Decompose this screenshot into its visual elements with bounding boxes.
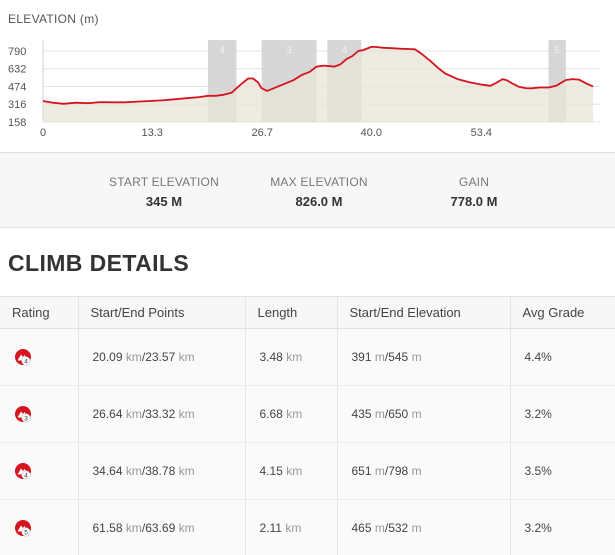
start-end-points-cell: 20.09 km/23.57 km (77, 328, 245, 386)
unit-label: km (286, 407, 303, 421)
x-tick-label: 40.0 (361, 127, 382, 139)
rating-cell: 4 (0, 328, 78, 386)
start-elevation-label: START ELEVATION (109, 175, 219, 189)
avg-grade-cell: 3.5% (509, 442, 615, 500)
climb-details-table: Rating Start/End Points Length Start/End… (0, 296, 615, 555)
climb-rating-icon: 4 (15, 349, 31, 366)
y-tick-label: 790 (8, 46, 26, 58)
y-tick-label: 632 (8, 64, 26, 76)
header-avg-grade[interactable]: Avg Grade (509, 296, 615, 329)
gain-stat: GAIN 778.0 M (394, 175, 554, 209)
unit-label: km (125, 350, 142, 364)
svg-text:4: 4 (24, 358, 28, 365)
climb-highlight-label: 5 (555, 45, 560, 55)
unit-label: km (285, 521, 302, 535)
unit-label: km (178, 521, 195, 535)
max-elevation-stat: MAX ELEVATION 826.0 M (239, 175, 399, 209)
gain-value: 778.0 M (450, 194, 498, 209)
start-end-points-cell: 61.58 km/63.69 km (77, 499, 245, 555)
unit-label: m (411, 464, 422, 478)
unit-label: m (374, 464, 385, 478)
unit-label: km (286, 464, 303, 478)
y-tick-label: 474 (8, 81, 26, 93)
table-row[interactable]: 3 26.64 km/33.32 km 6.68 km 435 m/650 m 3.2% (0, 385, 615, 443)
unit-label: m (411, 521, 422, 535)
rating-cell: 3 (0, 385, 78, 443)
start-end-elevation-cell: 651 m/798 m (336, 442, 510, 500)
climb-rating-icon: 4 (15, 463, 31, 480)
y-tick-label: 316 (8, 99, 26, 111)
avg-grade-cell: 3.2% (509, 385, 615, 443)
elevation-area (43, 46, 593, 122)
gain-label: GAIN (458, 175, 490, 189)
unit-label: m (411, 407, 422, 421)
elevation-line (42, 46, 594, 105)
svg-text:3: 3 (24, 415, 28, 422)
climb-highlight-label: 4 (342, 45, 347, 55)
avg-grade-cell: 4.4% (509, 328, 615, 386)
table-row[interactable]: 4 20.09 km/23.57 km 3.48 km 391 m/545 m 4.4% (0, 328, 615, 386)
climb-rating-icon: 5 (15, 520, 31, 537)
length-cell: 6.68 km (244, 385, 337, 443)
x-tick-label: 26.7 (251, 127, 272, 139)
start-end-points-cell: 26.64 km/33.32 km (77, 385, 245, 443)
table-row[interactable]: 4 34.64 km/38.78 km 4.15 km 651 m/798 m 3.5% (0, 442, 615, 500)
start-end-elevation-cell: 391 m/545 m (336, 328, 510, 386)
svg-text:5: 5 (24, 529, 28, 536)
unit-label: km (286, 350, 303, 364)
avg-grade-cell: 3.2% (509, 499, 615, 555)
start-end-points-cell: 34.64 km/38.78 km (77, 442, 245, 500)
elevation-stats: START ELEVATION 345 M MAX ELEVATION 826.… (0, 152, 615, 228)
unit-label: km (125, 464, 142, 478)
climb-details-title: CLIMB DETAILS (8, 250, 190, 276)
start-end-elevation-cell: 465 m/532 m (336, 499, 510, 555)
length-cell: 4.15 km (244, 442, 337, 500)
svg-text:4: 4 (24, 472, 28, 479)
header-start-end-points[interactable]: Start/End Points (77, 296, 245, 329)
unit-label: km (125, 521, 142, 535)
climb-highlight-label: 4 (220, 45, 225, 55)
start-end-elevation-cell: 435 m/650 m (336, 385, 510, 443)
unit-label: m (374, 521, 385, 535)
length-cell: 3.48 km (244, 328, 337, 386)
length-cell: 2.11 km (244, 499, 337, 555)
x-tick-label: 0 (40, 127, 46, 139)
max-elevation-value: 826.0 M (295, 194, 343, 209)
unit-label: km (178, 464, 195, 478)
start-elevation-stat: START ELEVATION 345 M (84, 175, 244, 209)
rating-cell: 4 (0, 442, 78, 500)
header-rating[interactable]: Rating (0, 296, 78, 329)
max-elevation-label: MAX ELEVATION (270, 175, 368, 189)
header-length[interactable]: Length (244, 296, 337, 329)
unit-label: m (374, 350, 385, 364)
table-header-row: Rating Start/End Points Length Start/End… (0, 296, 615, 329)
y-tick-label: 158 (8, 117, 26, 129)
header-start-end-elevation[interactable]: Start/End Elevation (336, 296, 510, 329)
unit-label: km (125, 407, 142, 421)
elevation-chart: ELEVATION (m) 4 3 4 5 790 632 474 316 158 0 13.3… (0, 0, 615, 152)
start-elevation-value: 345 M (145, 194, 183, 209)
unit-label: km (178, 407, 195, 421)
unit-label: m (374, 407, 385, 421)
x-tick-label: 13.3 (141, 127, 162, 139)
rating-cell: 5 (0, 499, 78, 555)
x-tick-label: 53.4 (471, 127, 492, 139)
climb-rating-icon: 3 (15, 406, 31, 423)
unit-label: km (178, 350, 195, 364)
climb-highlight-label: 3 (287, 45, 292, 55)
elevation-chart-svg: 4 3 4 5 790 632 474 316 158 0 13.3 26.7 40.0 53.4 (8, 40, 600, 139)
table-row[interactable]: 5 61.58 km/63.69 km 2.11 km 465 m/532 m 3.2% (0, 499, 615, 555)
chart-title: ELEVATION (m) (8, 12, 99, 26)
unit-label: m (411, 350, 422, 364)
